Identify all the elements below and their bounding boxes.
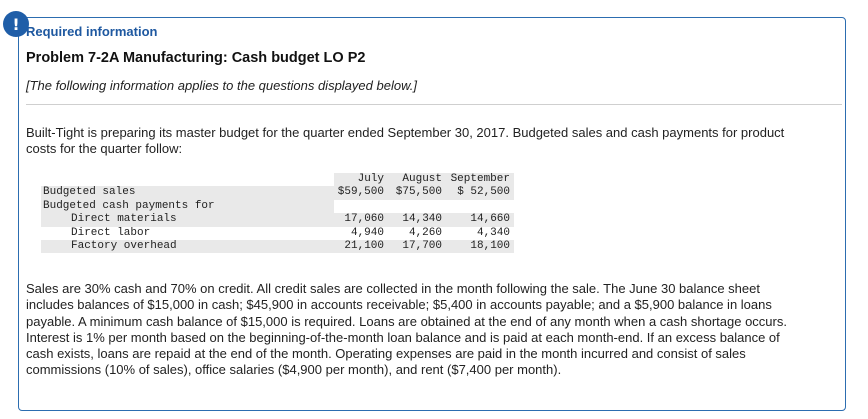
budget-table: July August September Budgeted sales $59… [41, 173, 514, 254]
table-cell: $75,500 [388, 186, 446, 200]
intro-paragraph: Built-Tight is preparing its master budg… [26, 125, 785, 157]
row-label: Direct labor [71, 226, 151, 239]
table-header-blank [41, 173, 334, 187]
table-cell: 17,060 [334, 213, 388, 227]
table-cell: 4,260 [408, 226, 442, 239]
table-cell [334, 200, 388, 213]
row-label: Factory overhead [41, 240, 334, 254]
table-cell: $59,500 [334, 186, 388, 200]
row-label: Budgeted cash payments for [41, 199, 334, 214]
problem-title: Problem 7-2A Manufacturing: Cash budget … [26, 50, 366, 66]
table-row: Direct materials 17,060 14,340 14,660 [41, 213, 514, 227]
table-cell [446, 200, 514, 213]
table-cell: 21,100 [334, 240, 388, 254]
column-header: September [446, 173, 514, 187]
table-cell [388, 200, 446, 213]
table-cell: 18,100 [446, 240, 514, 254]
table-cell: 4,940 [350, 226, 384, 239]
alert-icon: ! [3, 11, 29, 37]
row-label: Budgeted sales [41, 186, 334, 200]
table-row: Direct labor 4,940 4,260 4,340 [41, 227, 514, 240]
question-panel [18, 17, 846, 411]
divider [26, 104, 842, 105]
column-header: August [388, 173, 446, 187]
table-cell: 17,700 [388, 240, 446, 254]
details-paragraph: Sales are 30% cash and 70% on credit. Al… [26, 281, 787, 378]
row-label: Direct materials [41, 213, 334, 227]
info-note: [The following information applies to th… [26, 78, 417, 93]
required-information-heading: Required information [26, 24, 158, 39]
table-cell: $ 52,500 [446, 186, 514, 200]
column-header: July [334, 173, 388, 187]
table-row: Factory overhead 21,100 17,700 18,100 [41, 240, 514, 254]
table-cell: 14,660 [446, 213, 514, 227]
table-cell: 14,340 [388, 213, 446, 227]
table-cell: 4,340 [476, 226, 510, 239]
table-header-row: July August September [41, 173, 514, 187]
table-row: Budgeted sales $59,500 $75,500 $ 52,500 [41, 186, 514, 200]
table-row: Budgeted cash payments for [41, 199, 514, 214]
